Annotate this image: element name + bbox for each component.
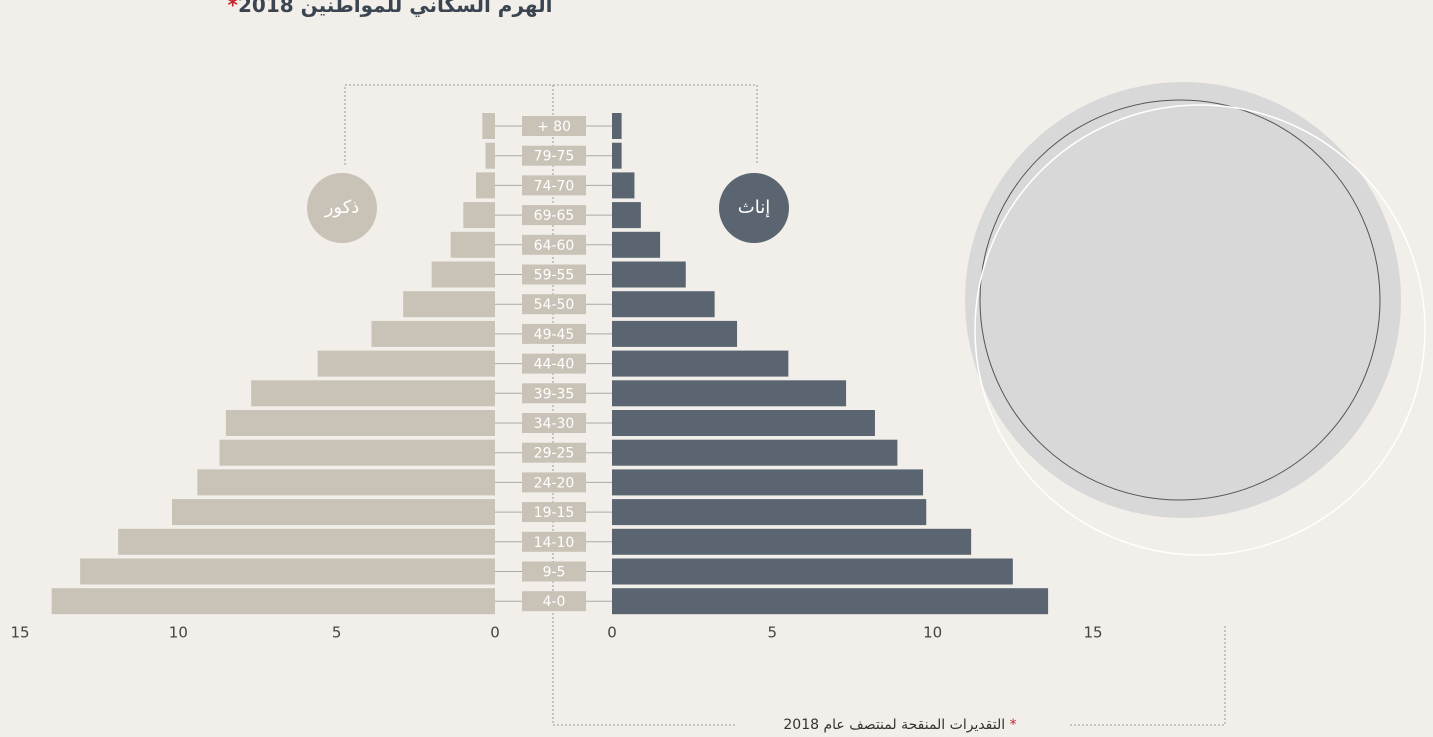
bar [372,321,496,347]
category-label: 54-50 [534,297,575,313]
bar [612,351,788,377]
bar [251,380,495,406]
category-label: 24-20 [534,475,575,491]
category-label: 39-35 [534,386,575,402]
bar [612,172,634,198]
category-label: 79-75 [534,149,575,165]
bar [612,291,715,317]
category-label: 14-10 [534,535,575,551]
bar [52,588,495,614]
x-tick-label: 0 [607,624,617,642]
bar [220,440,496,466]
x-tick-label: 15 [10,624,29,642]
bar [612,232,660,258]
bar [226,410,495,436]
footnote-marker: * [1010,717,1017,733]
bar [612,469,923,495]
chart-title: *الهرم السكاني للمواطنين 2018 [228,0,553,18]
bar [612,321,737,347]
category-label: 34-30 [534,416,575,432]
bar [612,262,686,288]
bar [612,202,641,228]
title-marker: * [228,0,239,17]
bar [432,262,495,288]
chart: *الهرم السكاني للمواطنين 2018 التقديرات … [0,0,1433,737]
category-label: 49-45 [534,327,575,343]
category-label: 29-25 [534,446,575,462]
title-text: الهرم السكاني للمواطنين 2018 [238,0,552,18]
x-tick-label: 5 [768,624,778,642]
x-tick-label: 10 [169,624,188,642]
bar [451,232,495,258]
category-label: 9-5 [543,565,566,581]
bar [612,529,971,555]
legend-label: إناث [738,197,770,218]
bar [482,113,495,139]
x-tick-label: 0 [490,624,500,642]
bar [80,559,495,585]
category-label: 19-15 [534,505,575,521]
bar [612,499,926,525]
bar [612,143,622,169]
category-label: + 80 [537,119,571,135]
bar [612,380,846,406]
footnote-text: التقديرات المنقحة لمنتصف عام 2018 [783,717,1005,733]
bar [612,410,875,436]
bar [612,559,1013,585]
bar [486,143,496,169]
bar [318,351,495,377]
bar [612,588,1048,614]
category-label: 74-70 [534,178,575,194]
bar [172,499,495,525]
category-label: 59-55 [534,268,575,284]
bar [197,469,495,495]
category-label: 44-40 [534,357,575,373]
x-tick-label: 15 [1083,624,1102,642]
bar [463,202,495,228]
bar [118,529,495,555]
category-label: 64-60 [534,238,575,254]
illustration-circle [965,82,1401,518]
bar [612,440,897,466]
legend-label: ذكور [324,197,360,218]
x-tick-label: 10 [923,624,942,642]
footnote: التقديرات المنقحة لمنتصف عام 2018 * [783,717,1016,733]
bar [403,291,495,317]
x-tick-label: 5 [332,624,342,642]
category-label: 4-0 [543,594,566,610]
bar [476,172,495,198]
bar [612,113,622,139]
category-label: 69-65 [534,208,575,224]
